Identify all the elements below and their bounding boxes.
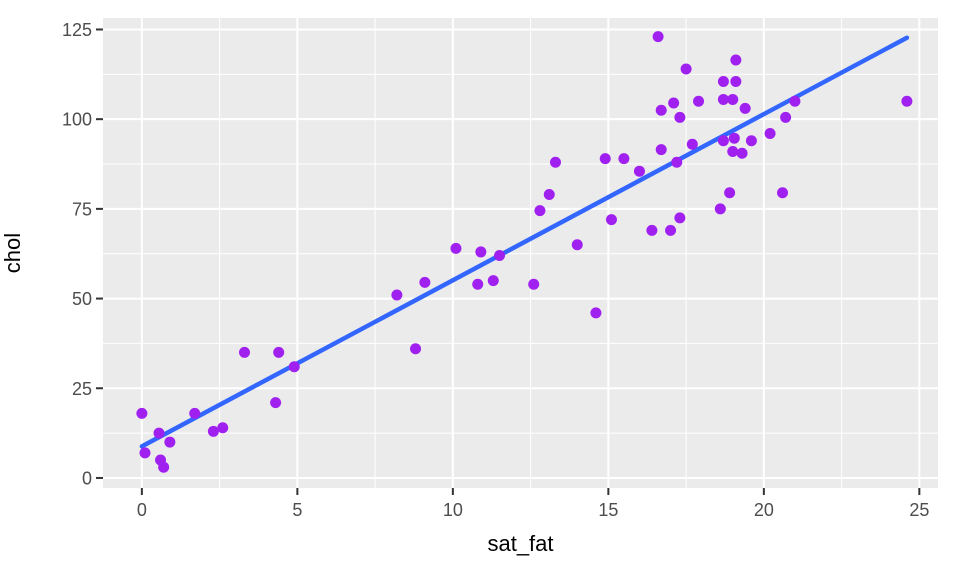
y-tick-label: 125	[62, 20, 92, 40]
scatter-point	[668, 97, 680, 109]
scatter-point	[238, 346, 250, 358]
scatter-point	[717, 135, 729, 147]
y-axis-title: chol	[0, 232, 25, 274]
scatter-point	[549, 156, 561, 168]
scatter-point	[391, 289, 403, 301]
scatter-point	[680, 63, 692, 75]
y-tick-label: 25	[72, 379, 92, 399]
scatter-point	[217, 422, 229, 434]
scatter-point	[494, 250, 506, 262]
y-tick-label: 0	[82, 468, 92, 488]
scatter-point	[139, 447, 151, 459]
scatter-point	[728, 132, 740, 144]
scatter-point	[739, 102, 751, 114]
scatter-point	[153, 427, 165, 439]
scatter-point	[780, 111, 792, 123]
scatter-point	[730, 76, 742, 88]
scatter-point	[207, 425, 219, 437]
x-tick-label: 15	[598, 500, 618, 520]
scatter-point	[136, 407, 148, 419]
y-tick-label: 50	[72, 289, 92, 309]
scatter-point	[745, 135, 757, 147]
scatter-point	[655, 104, 667, 116]
scatter-point	[472, 278, 484, 290]
scatter-point	[273, 346, 285, 358]
scatter-point	[270, 397, 282, 409]
scatter-point	[633, 165, 645, 177]
scatter-point	[534, 205, 546, 217]
scatter-point	[410, 343, 422, 355]
scatter-point	[717, 76, 729, 88]
scatter-point	[674, 111, 686, 123]
scatter-point	[693, 95, 705, 107]
scatter-point	[599, 153, 611, 165]
scatter-point	[571, 239, 583, 251]
scatter-point	[671, 156, 683, 168]
x-tick-label: 0	[137, 500, 147, 520]
x-tick-label: 20	[754, 500, 774, 520]
scatter-point	[901, 95, 913, 107]
scatter-point	[543, 189, 555, 201]
scatter-point	[652, 31, 664, 43]
scatter-point	[789, 95, 801, 107]
scatter-point	[730, 54, 742, 66]
scatter-point	[736, 147, 748, 159]
scatter-point	[475, 246, 487, 258]
y-tick-label: 100	[62, 110, 92, 130]
scatter-point	[674, 212, 686, 224]
scatter-point	[727, 93, 739, 105]
scatter-point	[777, 187, 789, 199]
scatter-point	[158, 461, 170, 473]
regression-line	[139, 35, 910, 449]
x-axis-title: sat_fat	[487, 531, 554, 556]
x-tick-label: 5	[292, 500, 302, 520]
scatter-point	[605, 214, 617, 226]
x-tick-label: 10	[443, 500, 463, 520]
scatter-point	[618, 153, 630, 165]
scatter-point	[665, 224, 677, 236]
scatter-point	[686, 138, 698, 150]
scatter-point	[528, 278, 540, 290]
scatter-point	[487, 275, 499, 287]
scatter-point	[590, 307, 602, 319]
scatter-point	[646, 224, 658, 236]
scatter-point	[727, 145, 739, 157]
scatter-point	[419, 276, 431, 288]
scatter-point	[714, 203, 726, 215]
scatter-point	[717, 93, 729, 105]
scatter-point	[450, 242, 462, 254]
scatter-point	[288, 361, 300, 373]
scatter-point	[164, 436, 176, 448]
scatter-point	[724, 187, 736, 199]
x-tick-label: 25	[909, 500, 929, 520]
scatter-point	[764, 128, 776, 140]
scatter-point	[655, 144, 667, 156]
y-tick-label: 75	[72, 199, 92, 219]
scatter-point	[189, 407, 201, 419]
